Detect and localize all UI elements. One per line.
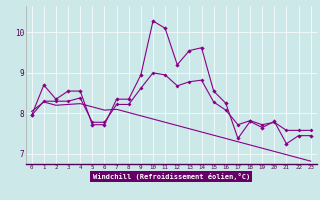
X-axis label: Windchill (Refroidissement éolien,°C): Windchill (Refroidissement éolien,°C): [92, 173, 250, 180]
